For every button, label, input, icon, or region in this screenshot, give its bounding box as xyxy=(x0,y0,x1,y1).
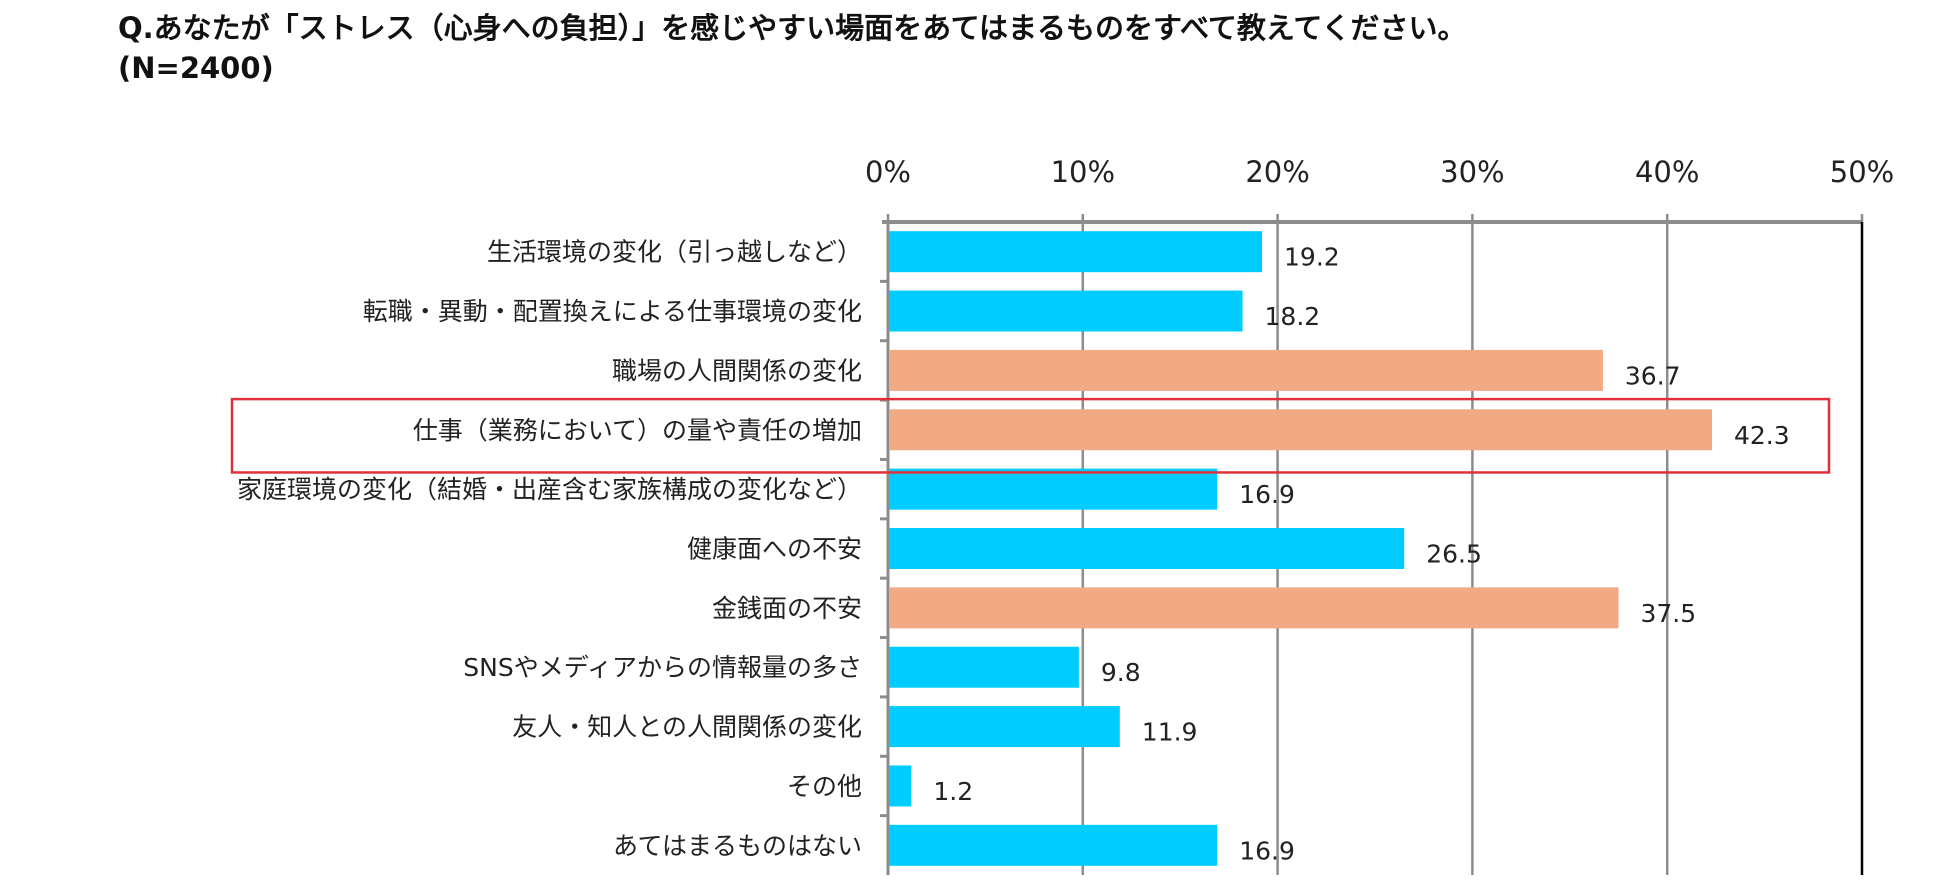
x-tick-label: 30% xyxy=(1440,155,1504,189)
bar xyxy=(889,409,1713,451)
data-label: 16.9 xyxy=(1239,480,1295,509)
bar xyxy=(889,528,1405,569)
highlight-box xyxy=(230,397,1831,474)
bar xyxy=(889,290,1243,332)
category-label: 転職・異動・配置換えによる仕事環境の変化 xyxy=(363,297,862,326)
x-tick-label: 0% xyxy=(865,155,911,189)
data-label: 1.2 xyxy=(933,777,973,806)
category-label: 仕事（業務において）の量や責任の増加 xyxy=(413,416,862,445)
data-label: 9.8 xyxy=(1101,658,1141,687)
category-label: 健康面への不安 xyxy=(687,535,862,564)
data-label: 26.5 xyxy=(1426,540,1482,569)
data-label: 42.3 xyxy=(1734,421,1790,450)
title-text: Q.あなたが「ストレス（心身への負担）」を感じやすい場面をあてはまるものをすべて… xyxy=(118,11,1467,45)
x-tick-label: 50% xyxy=(1830,155,1894,189)
bar xyxy=(889,824,1218,866)
data-label: 18.2 xyxy=(1265,302,1321,331)
data-label: 16.9 xyxy=(1239,836,1295,865)
bar xyxy=(889,646,1079,688)
category-label: SNSやメディアからの情報量の多さ xyxy=(463,653,862,682)
x-tick-label: 20% xyxy=(1245,155,1309,189)
data-label: 37.5 xyxy=(1641,599,1697,628)
subtitle-text: (N=2400) xyxy=(118,51,274,85)
bar xyxy=(889,231,1263,273)
category-label: 生活環境の変化（引っ越しなど） xyxy=(487,238,862,267)
data-label: 11.9 xyxy=(1142,718,1198,747)
bar xyxy=(889,468,1218,510)
bar xyxy=(889,765,912,807)
data-label: 19.2 xyxy=(1284,243,1340,272)
category-label: あてはまるものはない xyxy=(613,831,862,860)
category-label: 友人・知人との人間関係の変化 xyxy=(512,713,862,742)
x-tick-label: 10% xyxy=(1051,155,1115,189)
bar xyxy=(889,349,1603,391)
category-label: 家庭環境の変化（結婚・出産含む家族構成の変化など） xyxy=(237,475,862,504)
bar xyxy=(889,587,1619,629)
category-label: 金銭面の不安 xyxy=(712,594,862,623)
data-label: 36.7 xyxy=(1625,361,1681,390)
category-label: その他 xyxy=(787,772,862,801)
bar xyxy=(889,706,1120,748)
x-tick-label: 40% xyxy=(1635,155,1699,189)
chart-title: Q.あなたが「ストレス（心身への負担）」を感じやすい場面をあてはまるものをすべて… xyxy=(118,8,1467,88)
category-label: 職場の人間関係の変化 xyxy=(612,356,862,385)
